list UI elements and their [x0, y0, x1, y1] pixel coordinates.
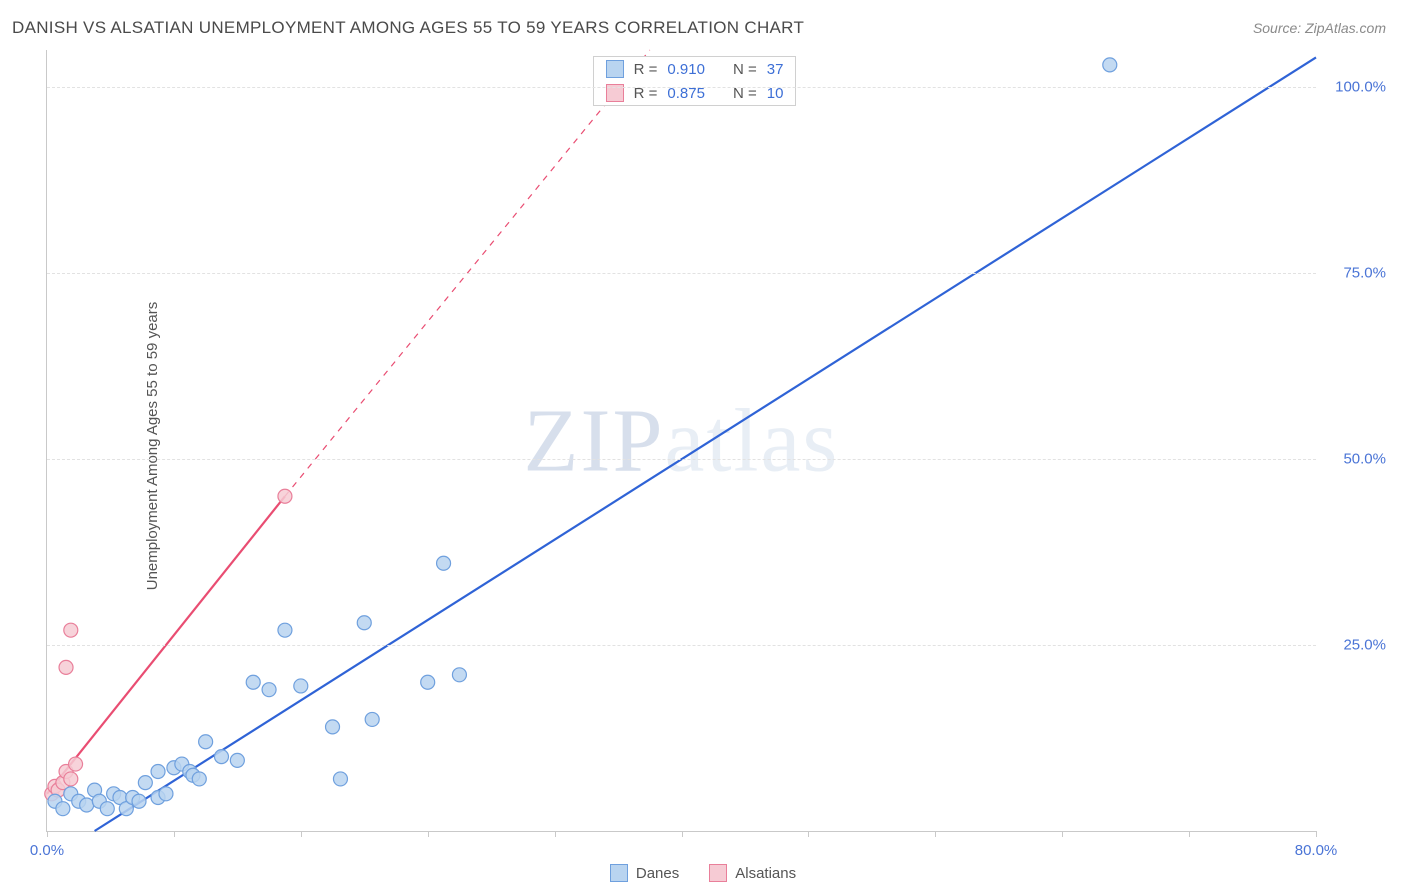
data-point — [246, 675, 260, 689]
chart-container: { "title": "DANISH VS ALSATIAN UNEMPLOYM… — [0, 0, 1406, 892]
n-value-danes: 37 — [767, 61, 784, 78]
gridline — [47, 273, 1316, 274]
r-label-danes: R = — [634, 61, 658, 78]
data-point — [69, 757, 83, 771]
x-tick — [301, 831, 302, 837]
swatch-alsatians-bottom — [709, 864, 727, 882]
y-tick-label: 25.0% — [1343, 637, 1386, 654]
legend-item-alsatians: Alsatians — [709, 864, 796, 882]
legend-stats-row-alsatians: R = 0.875 N = 10 — [594, 81, 796, 105]
data-point — [214, 750, 228, 764]
x-tick — [1062, 831, 1063, 837]
r-value-danes: 0.910 — [667, 61, 705, 78]
data-point — [64, 772, 78, 786]
n-label-danes: N = — [733, 61, 757, 78]
data-point — [278, 623, 292, 637]
data-point — [199, 735, 213, 749]
x-tick-label: 0.0% — [30, 842, 64, 859]
data-point — [138, 776, 152, 790]
data-point — [262, 683, 276, 697]
data-point — [365, 712, 379, 726]
data-point — [151, 764, 165, 778]
y-tick-label: 100.0% — [1335, 79, 1386, 96]
data-point — [333, 772, 347, 786]
swatch-danes — [606, 60, 624, 78]
x-tick — [1189, 831, 1190, 837]
x-tick — [935, 831, 936, 837]
legend-series: Danes Alsatians — [0, 864, 1406, 882]
x-tick — [428, 831, 429, 837]
source-attribution: Source: ZipAtlas.com — [1253, 20, 1386, 36]
data-point — [59, 660, 73, 674]
plot-svg — [47, 50, 1316, 831]
data-point — [1103, 58, 1117, 72]
data-point — [357, 616, 371, 630]
gridline — [47, 459, 1316, 460]
data-point — [326, 720, 340, 734]
data-point — [294, 679, 308, 693]
data-point — [230, 753, 244, 767]
x-tick-label: 80.0% — [1295, 842, 1338, 859]
x-tick — [808, 831, 809, 837]
x-tick — [682, 831, 683, 837]
data-point — [278, 489, 292, 503]
x-tick — [1316, 831, 1317, 837]
x-tick — [555, 831, 556, 837]
data-point — [80, 798, 94, 812]
data-point — [159, 787, 173, 801]
legend-item-danes: Danes — [610, 864, 679, 882]
y-tick-label: 75.0% — [1343, 265, 1386, 282]
legend-label-alsatians: Alsatians — [735, 865, 796, 882]
gridline — [47, 645, 1316, 646]
data-point — [192, 772, 206, 786]
data-point — [452, 668, 466, 682]
data-point — [64, 623, 78, 637]
data-point — [100, 802, 114, 816]
legend-stats: R = 0.910 N = 37 R = 0.875 N = 10 — [593, 56, 797, 106]
trend-line — [95, 57, 1316, 831]
gridline — [47, 87, 1316, 88]
chart-title: DANISH VS ALSATIAN UNEMPLOYMENT AMONG AG… — [12, 18, 804, 38]
swatch-danes-bottom — [610, 864, 628, 882]
data-point — [56, 802, 70, 816]
data-point — [437, 556, 451, 570]
y-tick-label: 50.0% — [1343, 451, 1386, 468]
legend-stats-row-danes: R = 0.910 N = 37 — [594, 57, 796, 81]
plot-area: ZIPatlas R = 0.910 N = 37 R = 0.875 N = … — [46, 50, 1316, 832]
x-tick — [174, 831, 175, 837]
data-point — [421, 675, 435, 689]
data-point — [132, 794, 146, 808]
x-tick — [47, 831, 48, 837]
legend-label-danes: Danes — [636, 865, 679, 882]
